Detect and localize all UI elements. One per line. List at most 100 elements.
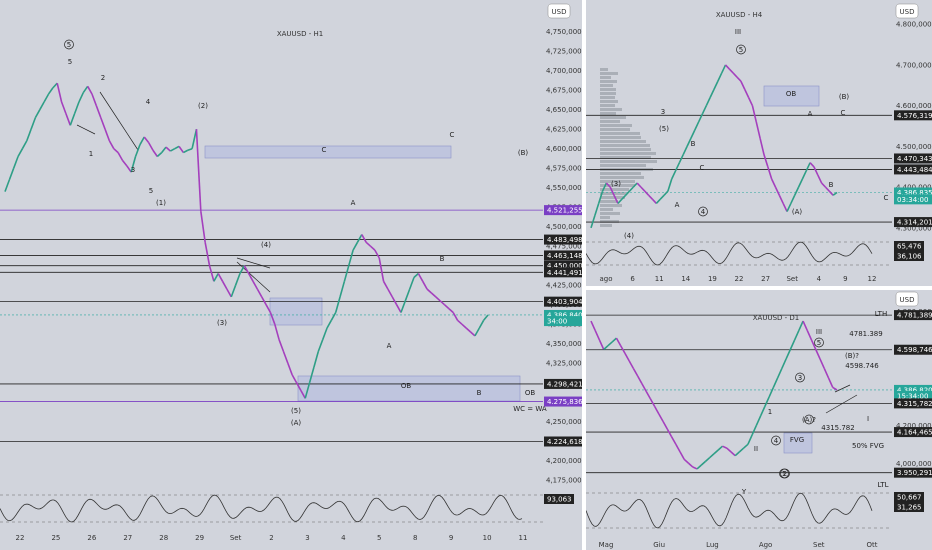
h1-chart-title: XAUUSD - H1	[277, 30, 323, 38]
h4-volume-bar-17	[600, 136, 641, 139]
d1-price-segment-53	[810, 339, 817, 350]
h1-x-tick-14: 11	[519, 534, 528, 542]
h4-oscillator	[586, 241, 892, 266]
h1-price-segment-5	[21, 140, 28, 150]
d1-chart-svg[interactable]: LTH4781.389III5(B)?4598.746314(A)?4315.7…	[586, 290, 932, 550]
d1-price-segment-7	[615, 337, 622, 347]
h4-price-tag-2: 4.443,484	[897, 166, 932, 174]
h1-price-segment-63	[274, 323, 280, 341]
d1-osc-line	[586, 492, 873, 529]
h4-price-segment-20	[663, 190, 669, 196]
h4-volume-bar-20	[600, 148, 651, 151]
h4-label-10: OB	[786, 90, 797, 98]
h4-volume-bar-2	[600, 76, 611, 79]
h1-price-series	[4, 82, 489, 399]
h1-price-tag-bg-10	[544, 436, 582, 447]
h4-y-tick-5: 4.300,000	[896, 224, 932, 232]
d1-price-segment-56	[823, 368, 830, 379]
h4-price-segment-5	[605, 182, 611, 188]
d1-price-tag-bg-3	[894, 390, 932, 401]
d1-axis: XAUUSD - D1USD4,800,0004,600,0004,400,00…	[599, 291, 932, 549]
h1-price-segment-12	[52, 82, 58, 89]
h1-y-tick-0: 4,750,000	[546, 28, 582, 36]
h1-price-segment-52	[226, 288, 232, 298]
h1-y-tick-6: 4,600,000	[546, 145, 582, 153]
h4-price-segment-22	[670, 170, 677, 180]
h4-chart-panel[interactable]: III 5 3 (5) B C A 4 (4) (3) OB A C B (A) (B) C XAUUSD - …	[586, 0, 932, 286]
d1-wave-circle-14	[780, 468, 790, 479]
h4-price-tag-4: 03:34:00	[897, 196, 928, 204]
h1-price-tag-8: 4.298,421	[547, 380, 582, 388]
h4-currency-box	[895, 3, 919, 19]
h1-price-segment-24	[104, 128, 111, 142]
d1-price-tag-bg-0	[894, 310, 932, 321]
d1-price-segment-58	[832, 386, 838, 391]
h1-label-15: A	[387, 342, 392, 350]
h1-price-segment-79	[343, 265, 350, 282]
h1-x-tick-6: Set	[230, 534, 242, 542]
h4-volume-bar-8	[600, 100, 618, 103]
d1-price-segment-44	[772, 377, 779, 388]
h4-volume-bar-15	[600, 128, 630, 131]
d1-x-tick-4: Set	[813, 541, 825, 549]
d1-price-segment-16	[653, 405, 660, 415]
h1-trend-line-2	[236, 257, 271, 269]
h1-label-8: (2)	[198, 102, 208, 110]
h1-x-tick-12: 9	[449, 534, 453, 542]
h1-price-segment-32	[139, 136, 145, 146]
h1-chart-panel[interactable]: 5 5 2 4 1 3 5 (1) (2) (4) (3) (5) (A) A B A B C (B) C OB OB WC…	[0, 0, 582, 550]
h1-y-tick-16: 4,350,000	[546, 340, 582, 348]
h4-price-segment-31	[705, 97, 711, 107]
h1-y-tick-3: 4,675,000	[546, 87, 582, 95]
d1-osc-tag-1: 31,265	[897, 504, 922, 512]
d1-price-segment-10	[628, 360, 635, 369]
h4-price-segment-27	[690, 129, 696, 139]
h4-price-segment-56	[801, 170, 807, 180]
h1-price-segment-15	[65, 113, 72, 126]
h1-price-segment-109	[474, 327, 480, 337]
h4-x-tick-7: Set	[786, 275, 798, 283]
d1-chart-panel[interactable]: LTH 4781.389 III 5 (B)? 4598.746 3 1 4 (A)? 4315.7…	[586, 290, 932, 550]
h1-price-segment-53	[230, 284, 237, 298]
h1-price-segment-22	[95, 105, 102, 118]
h1-price-tag-9: 4.275,836	[547, 398, 582, 406]
d1-price-segment-1	[590, 320, 596, 331]
d1-price-segment-27	[700, 460, 707, 466]
d1-zones	[783, 432, 813, 454]
h1-x-tick-8: 3	[305, 534, 309, 542]
h1-price-segment-76	[330, 312, 337, 321]
h4-price-segment-55	[797, 178, 804, 188]
h4-x-tick-9: 9	[843, 275, 847, 283]
h1-price-segment-11	[47, 87, 54, 95]
h1-price-segment-40	[174, 145, 180, 150]
h4-label-4: B	[691, 140, 696, 148]
h4-price-segment-47	[767, 166, 773, 180]
h1-price-segment-29	[126, 165, 132, 173]
d1-horizontal-lines	[586, 314, 892, 474]
h4-osc-line	[586, 241, 873, 266]
h1-price-segment-33	[143, 136, 150, 143]
d1-currency-label: USD	[900, 296, 915, 304]
h1-price-segment-54	[234, 273, 241, 286]
h4-chart-svg[interactable]: III 5 3 (5) B C A 4 (4) (3) OB A C B (A) (B) C XAUUSD - …	[586, 0, 932, 286]
d1-price-segment-24	[688, 462, 694, 468]
h4-price-segment-46	[763, 154, 769, 168]
d1-price-series	[590, 320, 838, 470]
h1-chart-svg[interactable]: 5524135(1)(2)(4)(3)(5)(A)ABABC(B)COBOBWC…	[0, 0, 582, 550]
d1-label-1: 4781.389	[849, 330, 882, 338]
d1-price-segment-17	[658, 413, 664, 422]
h4-volume-bar-27	[600, 176, 644, 179]
h1-label-4: 1	[89, 150, 93, 158]
h4-price-segment-19	[659, 194, 665, 200]
d1-price-segment-5	[607, 341, 613, 347]
h1-price-segment-68	[295, 382, 302, 391]
h4-price-segment-38	[732, 72, 738, 78]
h1-price-segment-14	[60, 101, 67, 114]
h4-price-segment-41	[744, 89, 750, 98]
d1-wave-circle-9	[804, 414, 814, 425]
d1-price-segment-29	[709, 453, 715, 459]
d1-chart-title: XAUUSD - D1	[753, 314, 799, 322]
h4-x-tick-0: ago	[599, 275, 612, 283]
h1-price-segment-57	[247, 273, 254, 282]
h4-volume-bar-18	[600, 140, 646, 143]
